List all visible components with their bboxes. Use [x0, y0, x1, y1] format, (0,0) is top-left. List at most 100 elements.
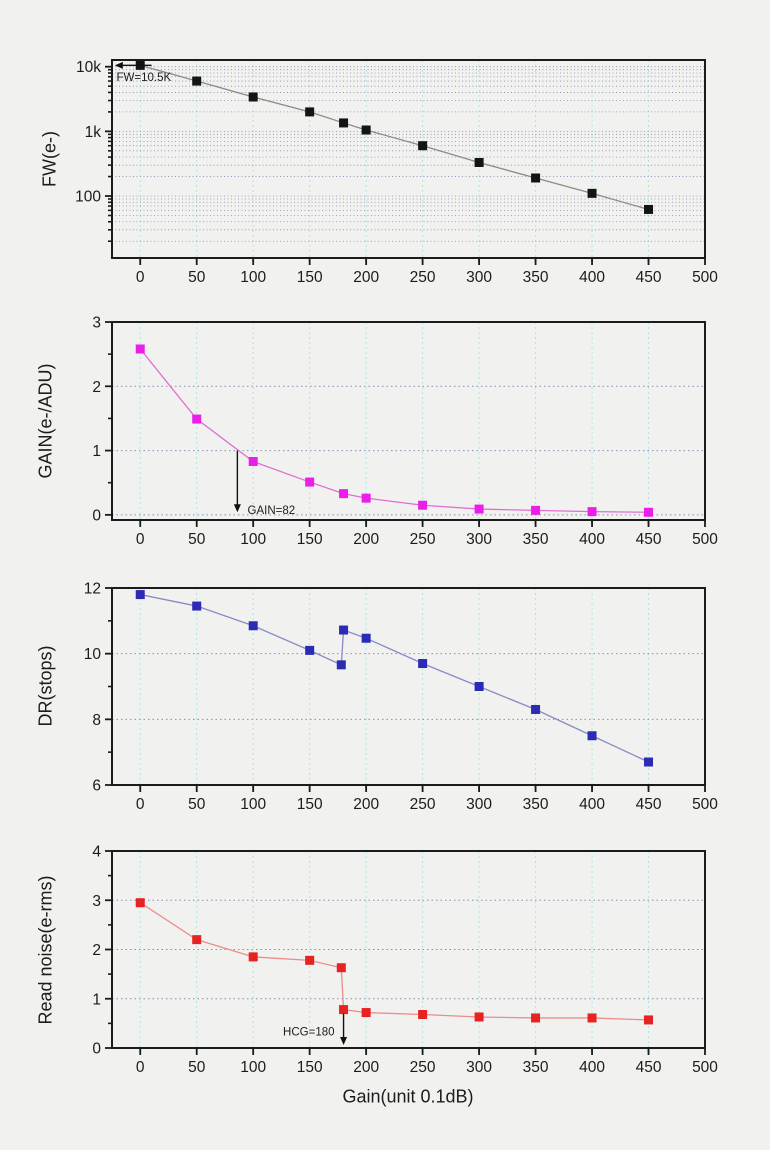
chart-gain: 0 50 100 150 200 250 300 350 400 450 500 0 1 2 3 GAIN=8… [92, 315, 718, 549]
data-point [531, 1013, 541, 1023]
x-tick-label: 500 [692, 269, 718, 286]
data-point [305, 477, 315, 487]
x-tick-label: 500 [692, 796, 718, 813]
data-point [644, 204, 654, 214]
x-tick-label: 500 [692, 531, 718, 548]
series-line [140, 64, 649, 211]
data-point [587, 507, 597, 517]
data-point [644, 1015, 654, 1025]
annotation-arrowhead [233, 504, 241, 513]
data-point [418, 1010, 428, 1020]
data-point [339, 118, 349, 128]
y-axis-title-dr: DR(stops) [35, 645, 56, 727]
data-point [135, 898, 145, 908]
data-point [339, 1005, 349, 1015]
y-tick-label: 10k [76, 59, 101, 76]
data-point [361, 1008, 371, 1018]
data-point [248, 457, 258, 466]
y-tick-label: 2 [92, 942, 101, 959]
y-tick-label: 1 [92, 443, 101, 460]
data-point [418, 141, 428, 151]
x-tick-label: 300 [466, 796, 492, 813]
series-line [140, 593, 649, 763]
y-tick-label: 1 [92, 991, 101, 1008]
chart-dr: 0 50 100 150 200 250 300 350 400 450 500 6 8 10 12 [84, 581, 719, 814]
data-point [336, 660, 346, 670]
x-tick-label: 250 [410, 796, 436, 813]
series-line [139, 902, 649, 1021]
annotation-label: FW=10.5K [117, 72, 172, 84]
x-tick-label: 150 [297, 796, 323, 813]
data-point [192, 601, 202, 611]
data-point [474, 504, 484, 514]
x-tick-label: 250 [410, 269, 436, 286]
data-point [339, 625, 349, 635]
data-point [361, 125, 371, 135]
data-point [361, 493, 371, 503]
x-tick-label: 450 [636, 796, 662, 813]
data-point [192, 414, 202, 424]
x-tick-label: 250 [410, 1059, 436, 1076]
y-axis-title-fw: FW(e-) [39, 131, 60, 187]
data-point [474, 1012, 484, 1022]
x-tick-label: 250 [410, 531, 436, 548]
x-tick-label: 100 [240, 1059, 266, 1076]
annotation-label: GAIN=82 [248, 505, 296, 517]
data-point [305, 645, 315, 655]
x-tick-label: 450 [636, 1059, 662, 1076]
y-tick-label: 3 [92, 315, 101, 332]
x-tick-label: 50 [188, 531, 206, 548]
x-tick-label: 200 [353, 1059, 379, 1076]
x-tick-label: 350 [523, 531, 549, 548]
y-axis-title-gain: GAIN(e-/ADU) [35, 363, 56, 479]
y-tick-label: 6 [92, 778, 101, 795]
data-point [135, 344, 145, 354]
x-tick-label: 150 [297, 269, 323, 286]
data-point [474, 682, 484, 691]
x-tick-label: 500 [692, 1059, 718, 1076]
data-point [531, 173, 541, 183]
y-tick-label: 8 [92, 712, 101, 729]
x-tick-label: 0 [136, 796, 145, 813]
data-point [339, 489, 349, 499]
y-tick-label: 4 [92, 844, 101, 861]
x-tick-label: 100 [240, 531, 266, 548]
annotation-arrowhead [114, 61, 123, 69]
x-tick-label: 400 [579, 796, 605, 813]
x-tick-label: 50 [188, 796, 206, 813]
y-axis-title-readnoise: Read noise(e-rms) [35, 875, 56, 1025]
x-tick-label: 200 [353, 269, 379, 286]
data-point [418, 500, 428, 510]
data-point [305, 955, 315, 965]
x-axis-title: Gain(unit 0.1dB) [342, 1086, 474, 1107]
annotation-arrowhead [340, 1037, 348, 1046]
x-tick-label: 100 [240, 269, 266, 286]
x-tick-label: 200 [353, 796, 379, 813]
y-tick-label: 3 [92, 893, 101, 910]
series-line [139, 348, 649, 513]
x-tick-label: 350 [523, 796, 549, 813]
x-tick-label: 150 [297, 1059, 323, 1076]
annotation-label: HCG=180 [283, 1027, 334, 1039]
data-point [248, 621, 258, 631]
x-tick-label: 350 [523, 269, 549, 286]
x-tick-label: 200 [353, 531, 379, 548]
x-tick-label: 0 [136, 269, 145, 286]
y-tick-label: 2 [92, 379, 101, 396]
data-point [531, 704, 541, 714]
x-tick-label: 0 [136, 1059, 145, 1076]
x-tick-label: 400 [579, 531, 605, 548]
x-tick-label: 400 [579, 1059, 605, 1076]
data-point [248, 952, 258, 962]
data-point [474, 157, 484, 167]
x-tick-label: 50 [188, 269, 206, 286]
data-point [336, 963, 346, 973]
x-tick-label: 150 [297, 531, 323, 548]
y-tick-label: 0 [92, 507, 101, 524]
x-tick-label: 350 [523, 1059, 549, 1076]
chart-readnoise: 0 50 100 150 200 250 300 350 400 450 500 0 1 2 3 4 HCG=1… [92, 844, 718, 1077]
data-point [418, 659, 428, 669]
x-tick-label: 100 [240, 796, 266, 813]
